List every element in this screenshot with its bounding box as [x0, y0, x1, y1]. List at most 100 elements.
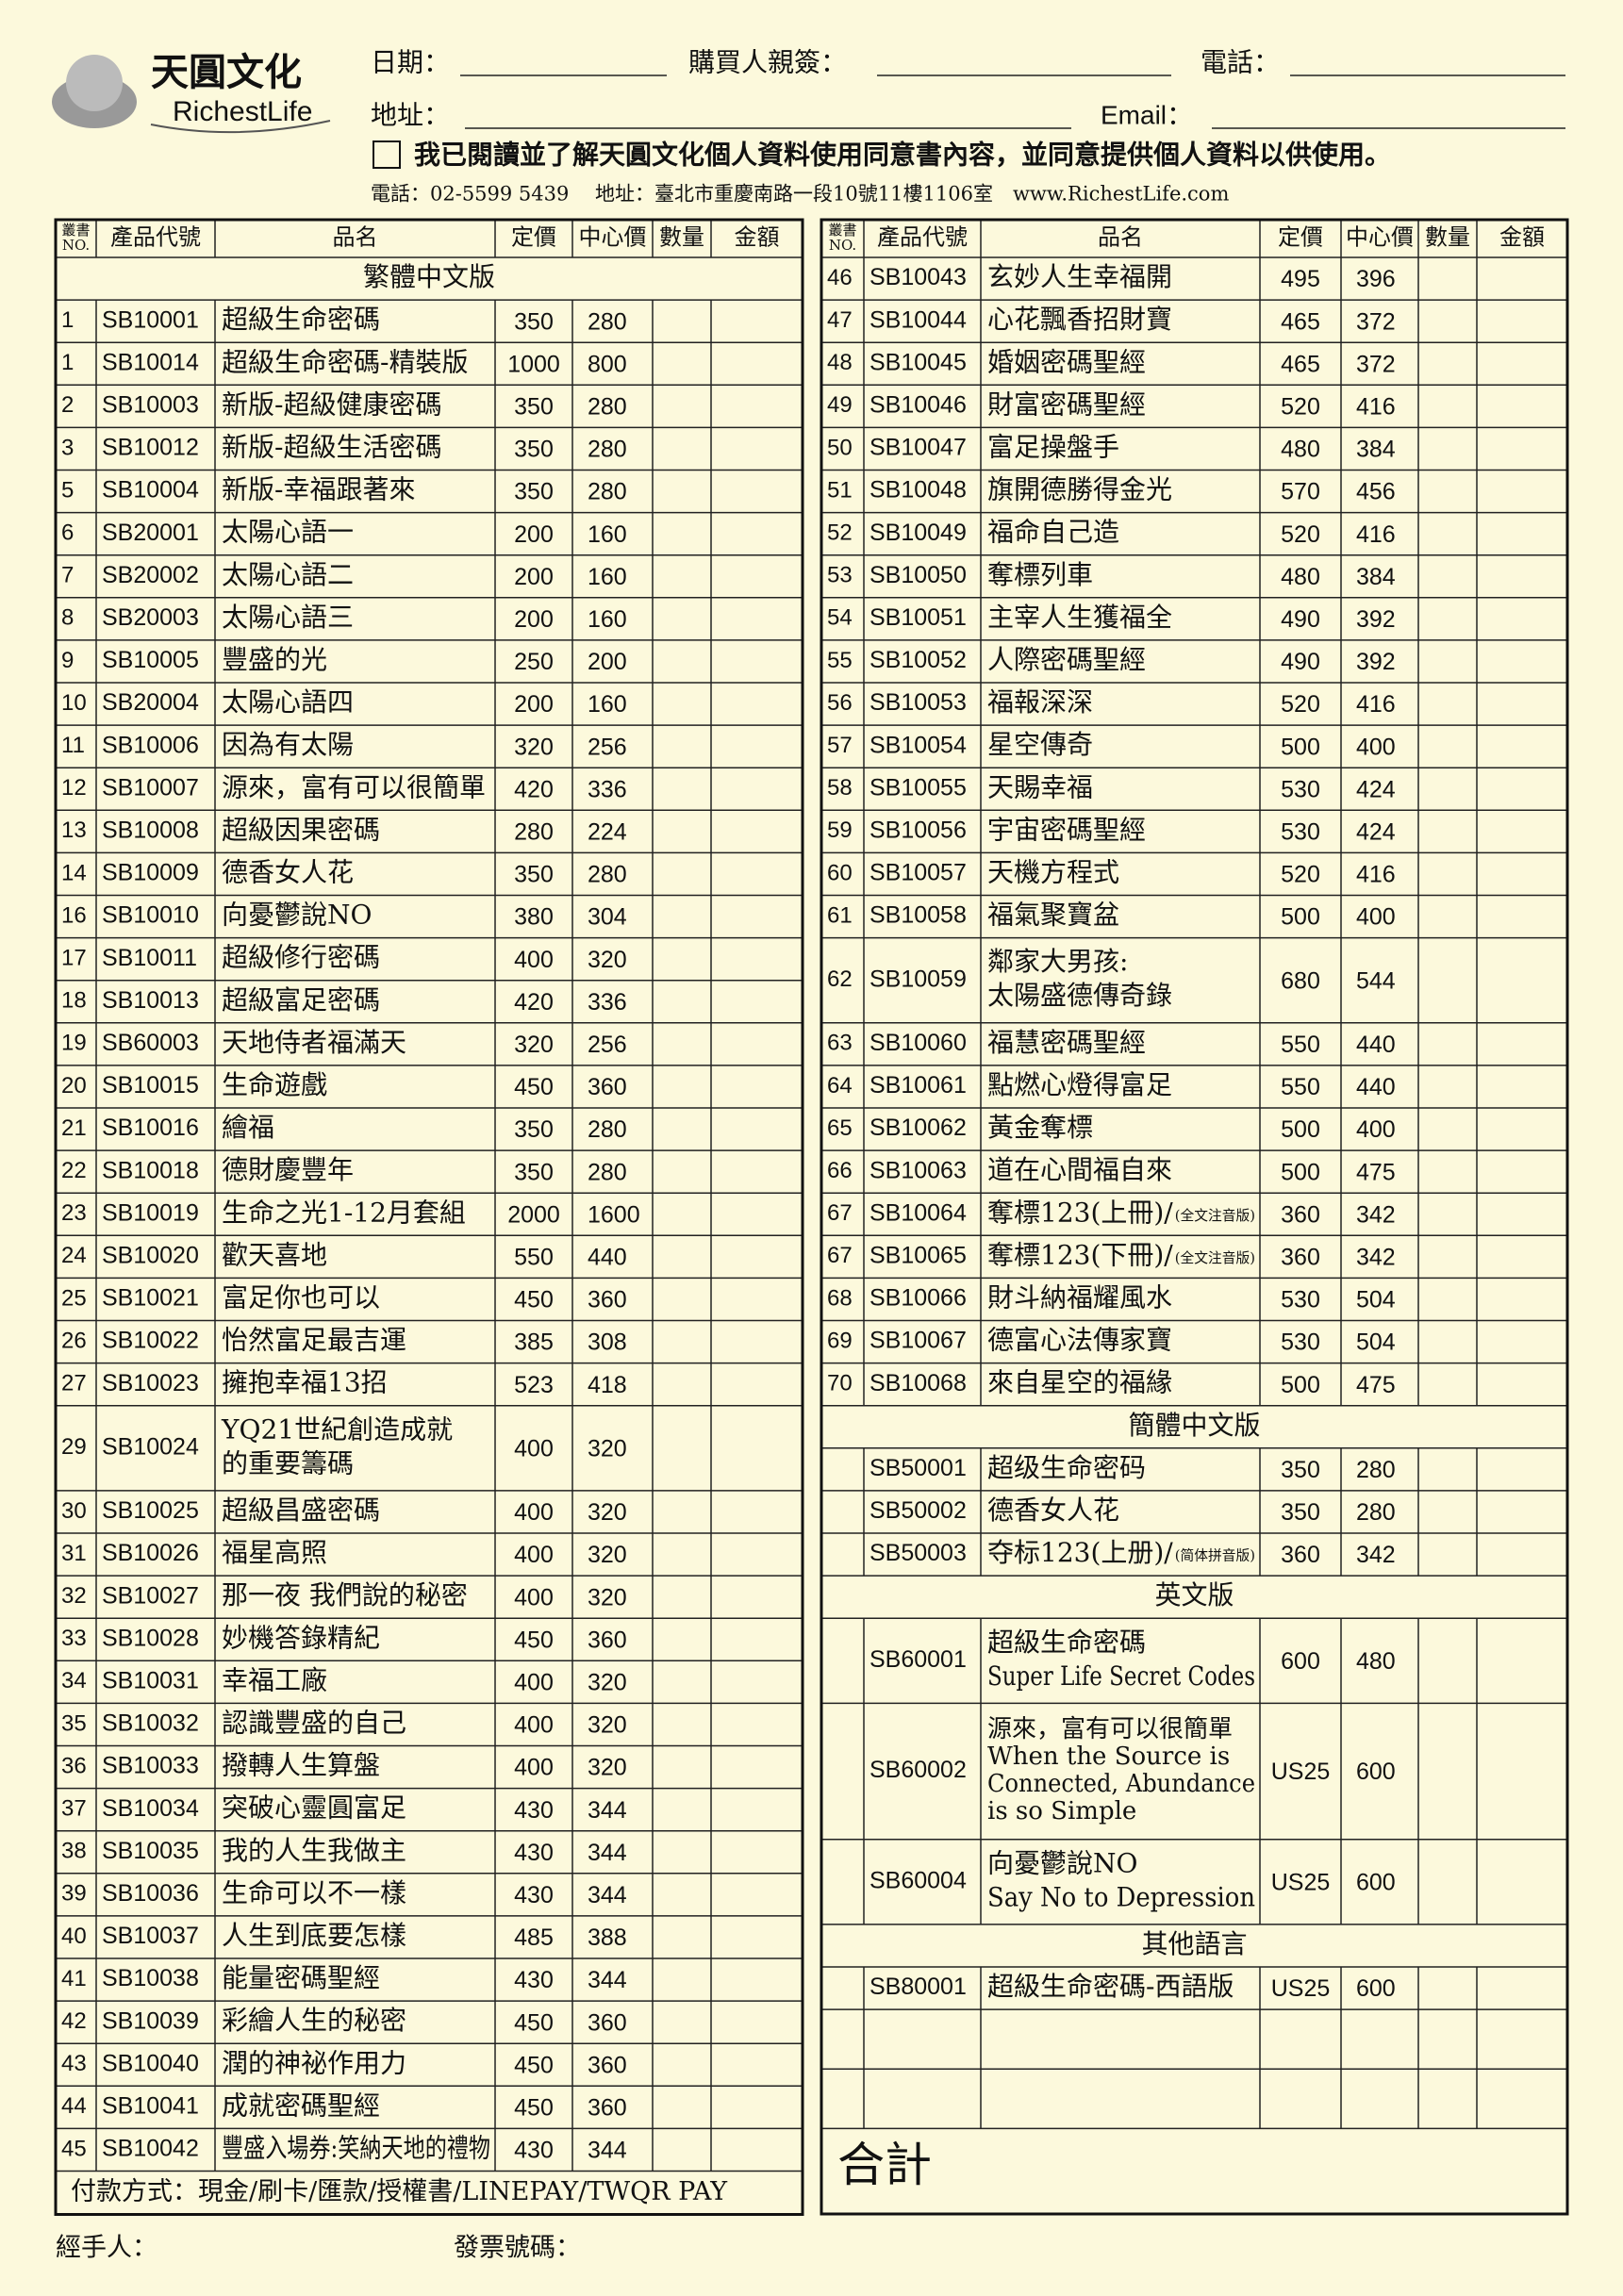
column-header: 數量	[1425, 224, 1470, 251]
center-price: 200	[588, 649, 627, 675]
section-title: 其他語言	[1141, 1928, 1247, 1959]
row-no: 22	[61, 1158, 87, 1183]
price: 430	[514, 1797, 554, 1824]
product-code: SB10034	[102, 1795, 199, 1822]
product-code: SB10008	[102, 817, 199, 843]
center-price: 440	[588, 1244, 627, 1270]
product-name: Super Life Secret Codes	[987, 1660, 1255, 1692]
price: 200	[514, 521, 554, 548]
product-code: SB10040	[102, 2050, 199, 2076]
product-code: SB80001	[869, 1974, 967, 2000]
product-name: YQ21世紀創造成就	[221, 1413, 453, 1445]
column-header: 叢書	[828, 222, 856, 239]
price: 480	[1281, 437, 1320, 463]
row-no: 50	[827, 435, 853, 460]
row-no: 36	[61, 1753, 87, 1778]
center-price: 396	[1356, 266, 1396, 292]
center-price: 342	[1356, 1244, 1396, 1270]
center-price: 360	[588, 2094, 627, 2121]
center-price: 475	[1356, 1372, 1396, 1398]
price: 465	[1281, 308, 1320, 335]
row-no: 14	[61, 860, 87, 885]
price: 500	[1281, 1116, 1320, 1143]
center-price: 480	[1356, 1648, 1396, 1675]
product-name: 超級昌盛密碼	[222, 1495, 380, 1526]
center-price: 372	[1356, 308, 1396, 335]
price: 530	[1281, 1287, 1320, 1313]
center-price: 418	[588, 1372, 627, 1398]
product-name: 財富密碼聖經	[987, 388, 1146, 420]
row-no: 27	[61, 1370, 87, 1396]
price: 465	[1281, 351, 1320, 377]
product-name: 人生到底要怎樣	[222, 1920, 406, 1951]
price: 200	[514, 564, 554, 590]
center-price: 224	[588, 818, 627, 845]
price: 400	[514, 1499, 554, 1526]
product-code: SB10051	[869, 604, 967, 631]
price: 350	[514, 1159, 554, 1185]
product-code: SB10065	[869, 1242, 967, 1268]
row-no: 57	[827, 733, 853, 758]
column-header: NO.	[829, 237, 856, 254]
center-price: 360	[588, 1074, 627, 1100]
center-price: 342	[1356, 1201, 1396, 1228]
price: 500	[1281, 734, 1320, 760]
price: 520	[1281, 862, 1320, 888]
product-name: 旗開德勝得金光	[987, 474, 1172, 505]
product-name: 富足你也可以	[222, 1281, 380, 1313]
product-name: 德香女人花	[987, 1495, 1119, 1526]
product-code: SB10045	[869, 349, 967, 375]
table-border	[820, 218, 1569, 2216]
consent-checkbox[interactable]	[373, 140, 401, 169]
field-label: 電話：	[1201, 47, 1280, 78]
price: 570	[1281, 479, 1320, 505]
price: 380	[514, 904, 554, 931]
product-name: 超級修行密碼	[222, 942, 380, 973]
row-no: 67	[827, 1200, 853, 1226]
row-no: 60	[827, 860, 853, 885]
row-no: 40	[61, 1924, 87, 1949]
center-price: 360	[588, 1287, 627, 1313]
price: 360	[1281, 1244, 1320, 1270]
product-name: 富足操盤手	[987, 431, 1119, 462]
row-no: 67	[827, 1243, 853, 1268]
product-code: SB10066	[869, 1285, 967, 1312]
product-code: SB10025	[102, 1497, 199, 1524]
product-code: SB10048	[869, 477, 967, 504]
row-no: 61	[827, 902, 853, 928]
logo-swoosh	[150, 120, 331, 134]
row-no: 68	[827, 1285, 853, 1311]
product-name: 潤的神祕作用力	[222, 2047, 406, 2078]
row-no: 38	[61, 1839, 87, 1864]
product-name: 福報深深	[987, 686, 1093, 718]
row-no: 7	[61, 563, 74, 588]
price: 480	[1281, 564, 1320, 590]
center-price: 600	[1356, 1869, 1396, 1895]
price: 2000	[507, 1201, 560, 1228]
row-no: 1	[61, 307, 74, 333]
product-name: 福命自己造	[987, 517, 1119, 548]
product-code: SB60001	[869, 1646, 967, 1673]
price: 420	[514, 989, 554, 1016]
price: 360	[1281, 1201, 1320, 1228]
consent: 我已閱讀並了解天圓文化個人資料使用同意書內容，並同意提供個人資料以供使用。	[414, 140, 1391, 171]
product-code: SB50002	[869, 1497, 967, 1524]
row-no: 54	[827, 605, 853, 631]
row-no: 53	[827, 563, 853, 588]
product-name: When the Source is	[987, 1743, 1230, 1771]
row-no: 70	[827, 1370, 853, 1396]
price: 450	[514, 2009, 554, 2036]
row-no: 23	[61, 1200, 87, 1226]
product-code: SB10063	[869, 1157, 967, 1183]
column-header: 定價	[1278, 224, 1323, 251]
row-no: 47	[827, 307, 853, 333]
center-price: 344	[588, 2138, 627, 2164]
product-code: SB10052	[869, 647, 967, 673]
product-note: (简体拼音版)	[1175, 1547, 1255, 1564]
center-price: 600	[1356, 1759, 1396, 1785]
product-code: SB10018	[102, 1157, 199, 1183]
product-code: SB10026	[102, 1540, 199, 1566]
product-name: 豐盛入場券:笑納天地的禮物	[222, 2132, 490, 2163]
product-name: 福氣聚寶盆	[987, 900, 1119, 931]
row-no: 41	[61, 1966, 87, 1991]
